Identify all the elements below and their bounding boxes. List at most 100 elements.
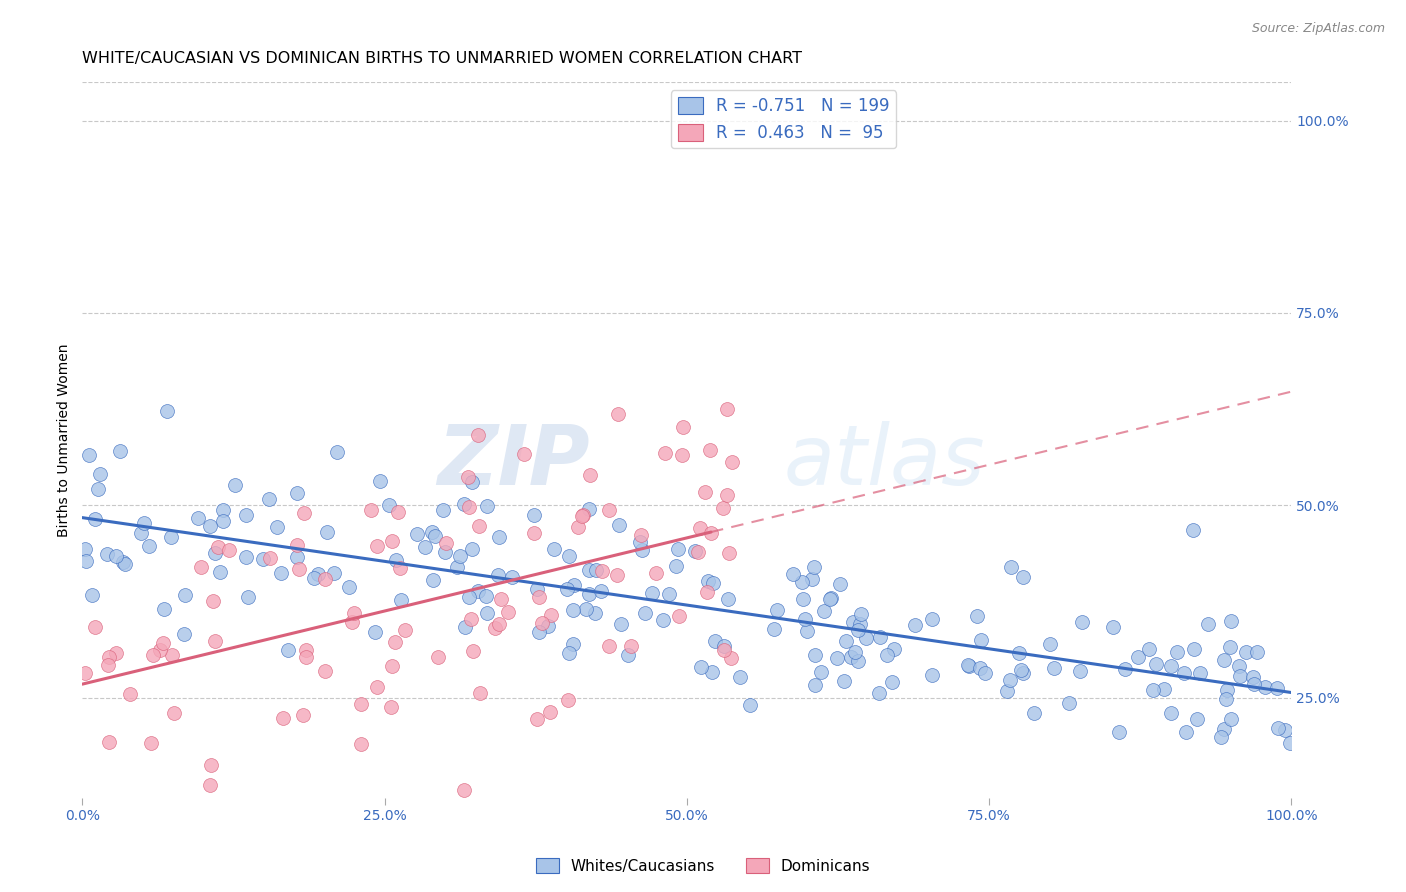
Point xyxy=(558,646,581,660)
Point xyxy=(1146,657,1168,671)
Point xyxy=(370,474,392,488)
Point xyxy=(849,607,872,622)
Text: atlas: atlas xyxy=(783,421,986,502)
Point xyxy=(998,673,1021,687)
Point xyxy=(1128,650,1150,665)
Point xyxy=(1042,661,1064,675)
Point xyxy=(252,551,274,566)
Point xyxy=(1227,659,1250,673)
Point xyxy=(835,634,858,648)
Point xyxy=(259,550,281,565)
Point xyxy=(389,561,412,575)
Point xyxy=(350,697,373,711)
Point xyxy=(1185,712,1208,726)
Point xyxy=(173,588,195,602)
Point xyxy=(558,549,581,564)
Point xyxy=(366,539,388,553)
Point xyxy=(381,658,404,673)
Point xyxy=(314,572,336,586)
Point xyxy=(699,442,721,457)
Point xyxy=(453,497,475,511)
Point xyxy=(1173,666,1195,681)
Point xyxy=(538,706,561,720)
Point xyxy=(848,617,870,632)
Point xyxy=(628,534,651,549)
Point xyxy=(468,686,491,700)
Point xyxy=(855,631,877,645)
Point xyxy=(956,657,979,672)
Point xyxy=(1174,724,1197,739)
Point xyxy=(1102,620,1125,634)
Point xyxy=(572,508,595,523)
Point xyxy=(340,615,363,629)
Point xyxy=(846,654,869,668)
Point xyxy=(460,612,482,626)
Point xyxy=(75,554,97,568)
Point xyxy=(114,557,136,571)
Point xyxy=(575,602,598,616)
Point xyxy=(84,512,107,526)
Point xyxy=(266,520,288,534)
Point xyxy=(204,546,226,560)
Point xyxy=(591,564,613,578)
Point xyxy=(1160,659,1182,673)
Point xyxy=(876,648,898,663)
Point xyxy=(467,519,489,533)
Point xyxy=(1215,692,1237,706)
Point xyxy=(1188,665,1211,680)
Point xyxy=(1137,641,1160,656)
Point xyxy=(641,586,664,600)
Point xyxy=(711,501,734,516)
Point xyxy=(1265,681,1288,696)
Point xyxy=(294,650,316,665)
Point xyxy=(163,706,186,720)
Point xyxy=(530,616,553,631)
Point xyxy=(273,711,295,725)
Point xyxy=(160,530,183,544)
Point xyxy=(292,506,315,520)
Point xyxy=(449,549,471,563)
Point xyxy=(820,591,842,606)
Point xyxy=(277,643,299,657)
Point xyxy=(810,665,832,680)
Point xyxy=(827,650,849,665)
Point xyxy=(803,559,825,574)
Point xyxy=(1008,646,1031,660)
Point xyxy=(703,633,725,648)
Point xyxy=(235,549,257,564)
Point xyxy=(607,517,630,532)
Point xyxy=(718,546,741,560)
Point xyxy=(598,639,620,653)
Point xyxy=(1142,682,1164,697)
Point xyxy=(496,605,519,619)
Point xyxy=(285,550,308,565)
Point xyxy=(796,624,818,638)
Point xyxy=(793,612,815,626)
Point xyxy=(1197,617,1219,632)
Point xyxy=(689,520,711,534)
Point xyxy=(1243,677,1265,691)
Point xyxy=(84,620,107,634)
Point xyxy=(1220,614,1243,628)
Point xyxy=(1274,723,1296,737)
Point xyxy=(287,538,309,552)
Point xyxy=(475,589,498,603)
Point xyxy=(583,606,606,620)
Point xyxy=(211,514,233,528)
Point xyxy=(204,634,226,648)
Point xyxy=(1182,524,1205,538)
Y-axis label: Births to Unmarried Women: Births to Unmarried Women xyxy=(58,343,72,537)
Point xyxy=(1166,645,1188,659)
Point xyxy=(844,645,866,659)
Point xyxy=(800,573,823,587)
Point xyxy=(488,530,510,544)
Point xyxy=(446,560,468,574)
Point xyxy=(846,624,869,638)
Point xyxy=(149,643,172,657)
Point xyxy=(343,606,366,620)
Point xyxy=(1011,570,1033,584)
Point xyxy=(436,536,458,550)
Point xyxy=(422,524,444,539)
Point xyxy=(387,505,409,519)
Point xyxy=(665,558,688,573)
